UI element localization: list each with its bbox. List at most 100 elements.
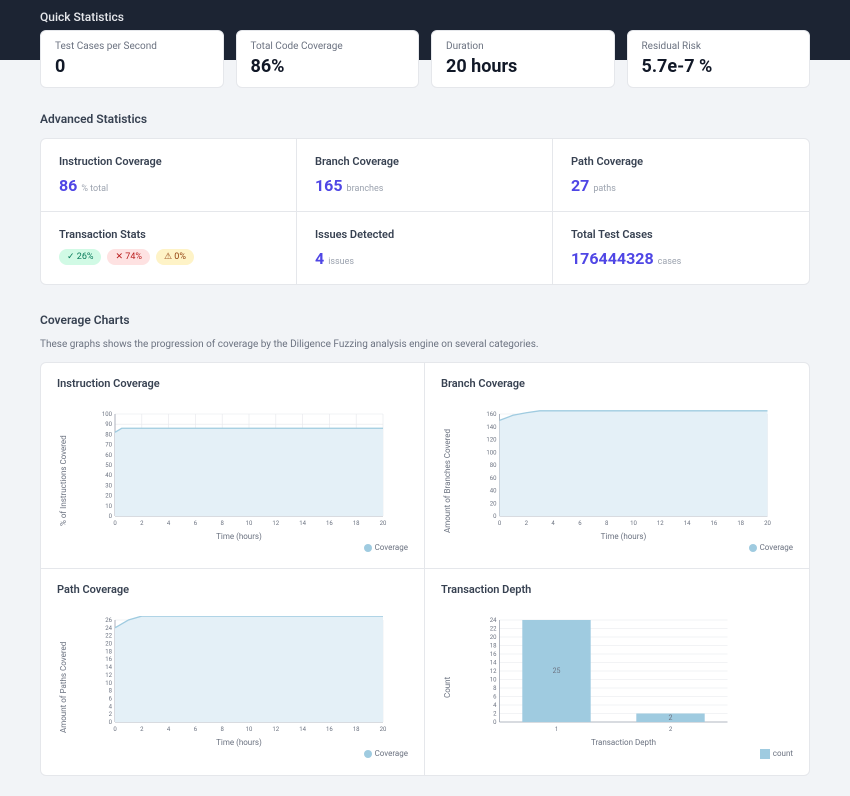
quick-card-label: Duration [446,41,600,52]
svg-text:8: 8 [221,520,225,527]
svg-text:2: 2 [109,711,113,718]
svg-text:10: 10 [105,503,112,510]
svg-text:10: 10 [490,677,497,684]
quick-card-value: 0 [55,56,209,77]
chart-ylabel: % of Instructions Covered [57,410,70,552]
quick-card: Total Code Coverage 86% [236,30,420,88]
svg-text:18: 18 [105,648,112,655]
svg-text:60: 60 [105,452,112,459]
svg-text:100: 100 [486,449,497,456]
svg-text:80: 80 [490,462,497,469]
svg-text:20: 20 [105,641,112,648]
svg-text:18: 18 [353,726,360,733]
adv-value: 27 [571,176,589,195]
svg-text:18: 18 [737,520,744,527]
svg-text:0: 0 [498,520,502,527]
svg-text:4: 4 [167,520,171,527]
svg-text:10: 10 [246,520,253,527]
quick-card-value: 86% [251,56,405,77]
svg-text:4: 4 [551,520,555,527]
charts-grid: Instruction Coverage % of Instructions C… [40,362,810,776]
quick-card-value: 20 hours [446,56,600,77]
svg-text:10: 10 [630,520,637,527]
svg-text:2: 2 [669,726,673,733]
quick-stats-row: Test Cases per Second 0 Total Code Cover… [40,30,810,88]
svg-text:4: 4 [493,702,497,709]
chart-svg: 010203040506070809010002468101214161820 [70,410,408,530]
svg-text:24: 24 [105,625,112,632]
svg-text:0: 0 [109,719,113,726]
chart-xlabel: Time (hours) [454,532,793,541]
adv-cell-instruction: Instruction Coverage 86% total [41,139,297,212]
svg-text:14: 14 [105,664,112,671]
adv-cell-issues: Issues Detected 4issues [297,212,553,284]
adv-cell-branch: Branch Coverage 165branches [297,139,553,212]
svg-text:25: 25 [553,667,561,675]
adv-unit: paths [593,184,616,194]
svg-text:140: 140 [486,424,497,431]
svg-text:12: 12 [272,520,279,527]
advanced-title: Advanced Statistics [40,112,810,126]
svg-text:8: 8 [493,685,497,692]
svg-text:1: 1 [555,726,558,733]
svg-text:120: 120 [486,437,497,444]
chart-ylabel: Amount of Paths Covered [57,616,70,758]
svg-text:22: 22 [490,626,497,633]
svg-text:80: 80 [105,431,112,438]
adv-unit: cases [658,257,682,267]
svg-text:2: 2 [140,520,144,527]
svg-text:90: 90 [105,421,112,428]
svg-text:18: 18 [490,643,497,650]
advanced-grid: Instruction Coverage 86% total Branch Co… [40,138,810,285]
adv-unit: issues [328,257,354,267]
svg-text:50: 50 [105,462,112,469]
coverage-title: Coverage Charts [40,313,810,327]
svg-text:20: 20 [764,520,771,527]
adv-cell-path: Path Coverage 27paths [553,139,809,212]
adv-value: 4 [315,249,324,268]
chart-title: Path Coverage [57,583,408,596]
chart-legend: Coverage [454,543,793,552]
svg-text:8: 8 [221,726,225,733]
chart-xlabel: Time (hours) [70,738,408,747]
svg-text:0: 0 [493,513,497,520]
svg-text:14: 14 [684,520,691,527]
svg-text:6: 6 [493,694,497,701]
svg-text:16: 16 [490,651,497,658]
svg-text:2: 2 [140,726,144,733]
quick-card-value: 5.7e-7 % [642,56,796,77]
svg-text:0: 0 [109,513,113,520]
svg-text:40: 40 [490,488,497,495]
svg-text:4: 4 [167,726,171,733]
chart-branch: Branch Coverage Amount of Branches Cover… [425,363,809,569]
svg-text:40: 40 [105,472,112,479]
svg-text:6: 6 [194,520,198,527]
adv-label: Instruction Coverage [59,155,278,168]
quick-card-label: Test Cases per Second [55,41,209,52]
svg-text:8: 8 [605,520,609,527]
svg-text:20: 20 [380,726,387,733]
svg-text:14: 14 [490,660,497,667]
svg-text:16: 16 [711,520,718,527]
transaction-pills: ✓ 26%✕ 74%⚠ 0% [59,249,278,265]
adv-unit: % total [81,184,108,194]
svg-text:24: 24 [490,617,497,624]
svg-text:20: 20 [490,634,497,641]
chart-title: Instruction Coverage [57,377,408,390]
svg-text:16: 16 [326,520,333,527]
adv-label: Branch Coverage [315,155,534,168]
svg-text:0: 0 [113,520,117,527]
svg-text:70: 70 [105,442,112,449]
svg-text:14: 14 [299,726,306,733]
quick-card-label: Residual Risk [642,41,796,52]
adv-cell-cases: Total Test Cases 176444328cases [553,212,809,284]
quick-card: Duration 20 hours [431,30,615,88]
status-badge: ⚠ 0% [156,249,194,265]
svg-text:0: 0 [493,719,497,726]
quick-card: Test Cases per Second 0 [40,30,224,88]
chart-xlabel: Time (hours) [70,532,408,541]
svg-text:14: 14 [299,520,306,527]
svg-text:22: 22 [105,633,112,640]
quick-card: Residual Risk 5.7e-7 % [627,30,811,88]
svg-text:26: 26 [105,617,112,624]
